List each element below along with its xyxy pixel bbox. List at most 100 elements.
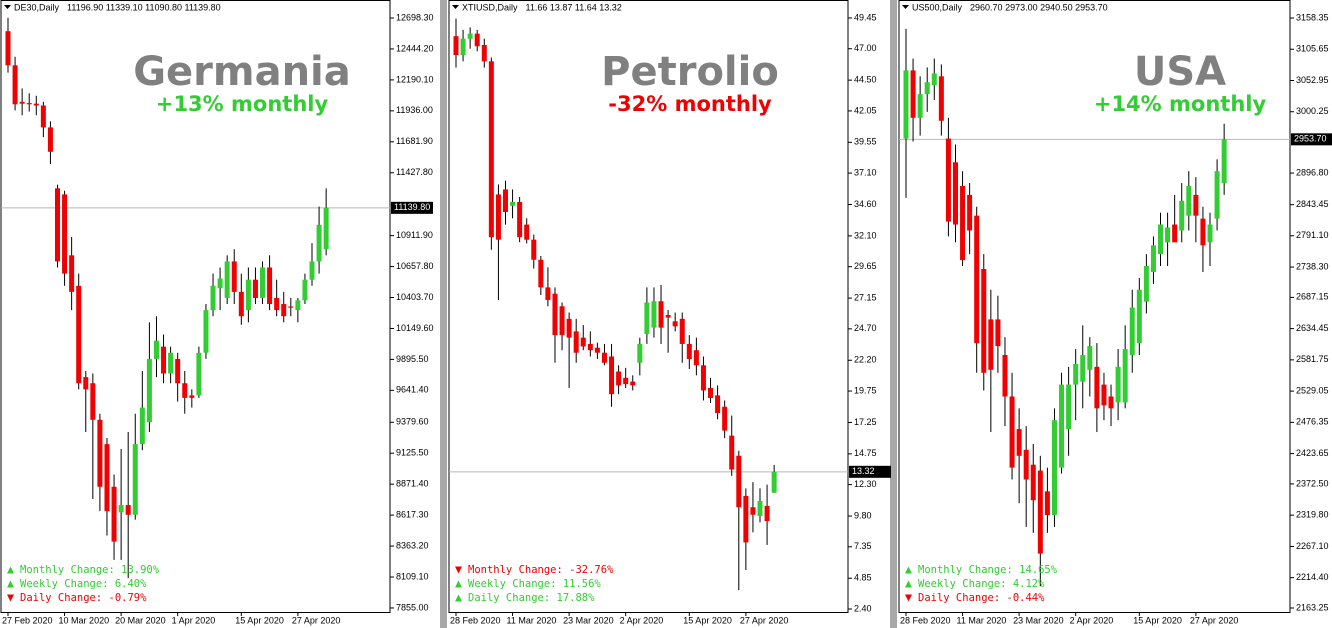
- candle-body: [267, 267, 273, 305]
- candle-body: [960, 185, 966, 261]
- candle-body: [524, 224, 530, 240]
- candle-body: [495, 194, 501, 240]
- x-tick-label: 28 Feb 2020: [900, 615, 951, 625]
- candle-body: [952, 162, 958, 225]
- candle-body: [1080, 354, 1086, 382]
- candle-body: [1030, 464, 1036, 501]
- y-tick-label: 2581.75: [1296, 354, 1329, 364]
- candle-body: [189, 395, 195, 398]
- candle-body: [12, 65, 18, 105]
- price-label: 13.32: [852, 466, 875, 476]
- candle-body: [1023, 449, 1029, 480]
- y-tick-label: 12.30: [854, 479, 877, 489]
- x-tick-label: 15 Apr 2020: [683, 615, 732, 625]
- candle-body: [573, 331, 579, 353]
- candle-body: [566, 318, 572, 338]
- candle-body: [1200, 218, 1206, 246]
- candle-body: [538, 259, 544, 288]
- candle-body: [1087, 346, 1093, 370]
- candle-body: [302, 279, 308, 301]
- candle-body: [295, 300, 301, 311]
- price-label-box: [1291, 133, 1332, 146]
- candle-body: [1108, 396, 1114, 409]
- candle-body: [1165, 227, 1171, 243]
- y-tick-label: 9125.50: [396, 448, 429, 458]
- candle-body: [203, 310, 209, 353]
- candle-body: [161, 346, 167, 374]
- price-label-box: [391, 201, 433, 214]
- candle-body: [5, 31, 11, 66]
- price-label-box: [849, 465, 891, 478]
- candle-body: [988, 319, 994, 370]
- y-tick-label: 2896.80: [1296, 167, 1329, 177]
- candle-body: [1136, 289, 1142, 344]
- candle-body: [1115, 366, 1121, 403]
- candle-body: [467, 33, 473, 39]
- x-tick-label: 10 Mar 2020: [59, 615, 110, 625]
- candle-body: [125, 505, 131, 515]
- y-tick-label: 7855.00: [396, 602, 429, 612]
- candle-body: [531, 239, 537, 260]
- candle-body: [182, 383, 188, 398]
- candle-body: [743, 495, 749, 543]
- candle-body: [651, 301, 657, 328]
- candle-body: [736, 455, 742, 508]
- candle-body: [146, 358, 152, 423]
- candle-body: [722, 406, 728, 431]
- y-tick-label: 2687.15: [1296, 292, 1329, 302]
- candle-body: [168, 352, 174, 374]
- candle-body: [33, 103, 39, 106]
- symbol: US500,Daily: [912, 2, 963, 12]
- change-arrow: [905, 566, 912, 574]
- candle-body: [510, 201, 516, 206]
- candle-body: [545, 287, 551, 300]
- candle-body: [616, 371, 622, 386]
- candle-body: [708, 387, 714, 398]
- candle-body: [601, 352, 607, 363]
- y-tick-label: 8617.30: [396, 509, 429, 519]
- y-tick-label: 9.80: [854, 510, 872, 520]
- change-arrow: [455, 594, 462, 602]
- candle-body: [47, 127, 53, 152]
- menu-arrow: [452, 5, 459, 9]
- candle-body: [1207, 224, 1213, 243]
- candle-body: [945, 138, 951, 222]
- candle-body: [917, 94, 923, 118]
- menu-arrow: [902, 5, 909, 9]
- change-arrow: [905, 580, 912, 588]
- chart-title: USA: [1134, 49, 1226, 95]
- change-arrow: [455, 580, 462, 588]
- candle-body: [309, 261, 315, 280]
- candle-body: [679, 318, 685, 344]
- candle-body: [1016, 429, 1022, 456]
- candle-body: [981, 269, 987, 373]
- change-arrow: [7, 566, 14, 574]
- candle-body: [931, 73, 937, 86]
- candle-body: [217, 278, 223, 289]
- candle-body: [175, 358, 181, 384]
- candle-body: [153, 340, 159, 359]
- candle-body: [1129, 307, 1135, 355]
- y-tick-label: 11427.80: [396, 167, 433, 177]
- candle-body: [481, 44, 487, 62]
- candle-body: [245, 279, 251, 311]
- chart-title: Germania: [133, 49, 351, 95]
- candle-body: [623, 377, 629, 385]
- change-arrow: [7, 580, 14, 588]
- candle-body: [97, 419, 103, 487]
- candle-body: [658, 301, 664, 328]
- candle-body: [1059, 384, 1065, 468]
- candle-body: [903, 70, 909, 139]
- candle-body: [644, 302, 650, 334]
- y-tick-label: 2738.30: [1296, 261, 1329, 271]
- candle-body: [502, 189, 508, 213]
- y-tick-label: 11681.90: [396, 136, 433, 146]
- candle-body: [323, 207, 329, 250]
- y-tick-label: 17.25: [854, 417, 877, 427]
- price-label: 2953.70: [1294, 134, 1327, 144]
- candle-body: [40, 105, 46, 128]
- candle-body: [1186, 185, 1192, 216]
- candle-body: [231, 261, 237, 292]
- change-arrow: [455, 566, 462, 574]
- candle-body: [924, 82, 930, 95]
